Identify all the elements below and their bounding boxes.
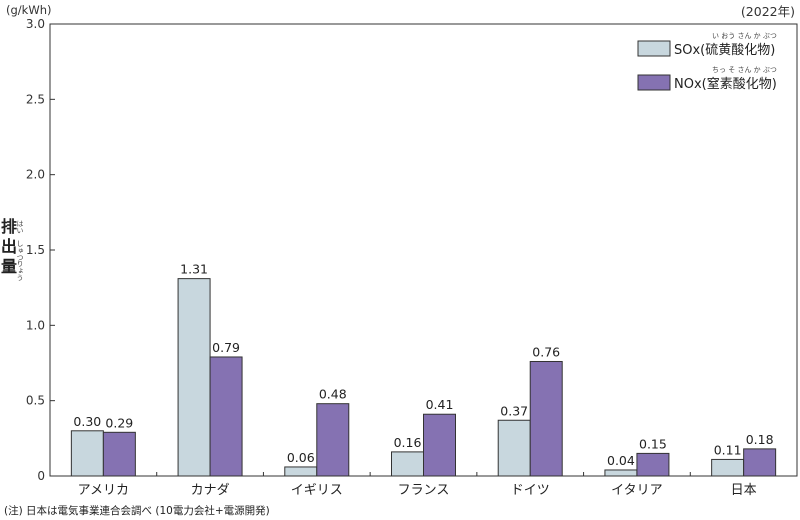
data-label: 1.31 (180, 262, 208, 277)
y-tick-label: 0.5 (26, 394, 45, 408)
footnote: (注) 日本は電気事業連合会調べ (10電力会社+電源開発) (4, 504, 270, 517)
y-tick-label: 1.0 (26, 318, 45, 332)
legend-label: NOx(窒素酸化物) (674, 76, 777, 92)
x-tick-label: カナダ (191, 483, 230, 498)
legend-label: SOx(硫黄酸化物) (674, 43, 775, 58)
data-label: 0.48 (319, 387, 347, 402)
y-tick-label: 1.5 (26, 243, 45, 257)
y-tick-label: 3.0 (26, 17, 45, 31)
legend-swatch (637, 74, 671, 91)
y-axis-label-ruby: しゅつ (16, 240, 24, 261)
bar-sox (177, 278, 211, 477)
bar-sox (497, 419, 531, 477)
bars (70, 278, 777, 477)
data-label: 0.41 (426, 397, 454, 412)
x-tick-label: フランス (398, 483, 450, 498)
data-label: 0.04 (607, 453, 635, 468)
x-tick-label: 日本 (731, 483, 757, 498)
data-label: 0.06 (287, 450, 315, 465)
bar-nox (529, 360, 563, 477)
bar-sox (711, 458, 745, 477)
y-tick-label: 0 (37, 469, 45, 483)
x-tick-label: イギリス (291, 483, 343, 498)
y-axis-label-char: 量 (1, 257, 17, 276)
y-tick-label: 2.0 (26, 168, 45, 182)
bar-nox (636, 452, 670, 477)
legend-swatch (637, 40, 671, 57)
x-tick-label: イタリア (611, 483, 662, 498)
bar-sox (284, 466, 318, 477)
y-axis-label-char: 出 (1, 237, 17, 256)
bar-nox (316, 403, 350, 477)
bar-nox (743, 448, 777, 477)
bar-sox (604, 469, 638, 477)
y-axis-label-char: 排 (1, 217, 17, 236)
year-label: (2022年) (741, 4, 795, 19)
data-label: 0.29 (105, 415, 133, 430)
data-label: 0.11 (714, 442, 742, 457)
labels: アメリカ 0.30 0.29 カナダ 1.31 0.79 イギリス 0.06 0.48 フランス 0… (73, 262, 773, 498)
data-label: 0.16 (394, 435, 422, 450)
y-axis-label-ruby: はい (16, 220, 24, 234)
bar-sox (391, 451, 424, 477)
bar-sox (70, 430, 104, 477)
legend: い おう さん か ぶつ SOx(硫黄酸化物) ちっ そ さん か ぶつ NOx(窒素… (637, 32, 777, 92)
data-label: 0.15 (639, 436, 667, 451)
data-label: 0.30 (73, 414, 101, 429)
bar-nox (102, 431, 136, 477)
unit-label: (g/kWh) (6, 3, 51, 17)
legend-ruby: ちっ そ さん か ぶつ (712, 66, 777, 74)
data-label: 0.18 (746, 432, 774, 447)
y-tick-label: 2.5 (26, 92, 45, 106)
legend-ruby: い おう さん か ぶつ (712, 32, 777, 40)
data-label: 0.37 (500, 403, 528, 418)
x-tick-label: アメリカ (78, 483, 129, 498)
data-label: 0.79 (212, 340, 240, 355)
bar-nox (423, 413, 456, 477)
bar-nox (209, 356, 243, 477)
y-axis-label-ruby: りょう (16, 260, 24, 281)
x-tick-label: ドイツ (511, 483, 550, 498)
data-label: 0.76 (532, 344, 560, 359)
